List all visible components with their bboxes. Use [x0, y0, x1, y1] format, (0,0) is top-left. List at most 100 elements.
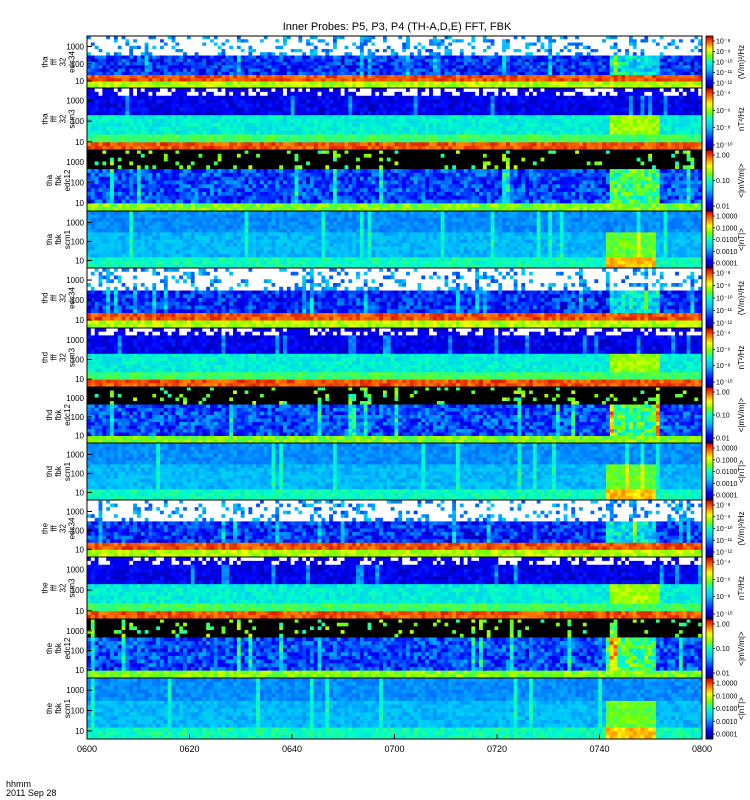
y-tick-label: 1000	[66, 96, 84, 105]
colorbar-unit-label: (V/m)²/Hz	[737, 45, 746, 79]
x-tick-label: 0700	[384, 744, 404, 754]
colorbar-tick-label: 10⁻¹¹	[716, 538, 733, 545]
colorbar-tick-label: 10⁻¹¹	[716, 70, 733, 77]
colorbar-thd-fbk-edc12: 1.000.100.01<|mV/m|>	[706, 387, 746, 443]
panel-ylabel-line: 32	[59, 57, 68, 66]
panel-ylabel-line: fbk	[54, 174, 63, 186]
colorbar-tick-label: 0.0010	[716, 249, 738, 256]
colorbar-tick-label: 0.10	[716, 178, 730, 185]
colorbar-tick-label: 0.0001	[716, 732, 738, 739]
colorbar-unit-label: nT²/Hz	[737, 576, 746, 600]
panel-ylabel-line: tha	[45, 233, 54, 245]
colorbar-tha-fbk-edc12: 1.000.100.01<|mV/m|>	[706, 150, 746, 211]
colorbar-unit-label: <|nT|>	[737, 697, 746, 720]
y-tick-label: 100	[71, 237, 85, 246]
panel-ylabel-line: edc12	[63, 404, 72, 426]
panel-ylabel-line: edc34	[68, 51, 77, 73]
y-tick-label: 10	[75, 545, 84, 554]
y-tick-label: 1000	[66, 686, 84, 695]
colorbar-unit-label: nT²/Hz	[737, 107, 746, 131]
panel-ylabel-line: the	[41, 522, 50, 534]
colorbar-tick-label: 0.1000	[716, 225, 738, 232]
colorbar-tick-label: 10⁻¹⁰	[716, 525, 733, 533]
panel-ylabel-line: scm3	[68, 578, 77, 598]
colorbar-tick-label: 0.01	[716, 671, 730, 678]
panel-ylabel-line: fff	[50, 115, 59, 122]
y-tick-label: 100	[71, 647, 85, 656]
colorbar-tick-label: 10⁻¹²	[716, 81, 733, 88]
panel-ylabel-line: 32	[59, 353, 68, 362]
panel-ylabel-line: scm3	[68, 347, 77, 367]
colorbar-unit-label: <|nT|>	[737, 460, 746, 483]
spectrogram-the-fbk-edc12	[87, 619, 702, 678]
colorbar-tick-label: 0.0001	[716, 261, 738, 268]
y-tick-label: 10	[75, 488, 84, 497]
colorbar-tick-label: 10⁻⁶	[716, 577, 730, 584]
colorbar-tick-label: 10⁻⁶	[716, 108, 730, 115]
colorbar-tick-label: 10⁻⁸	[716, 594, 730, 601]
colorbar-tick-label: 10⁻⁸	[716, 39, 730, 46]
colorbar-unit-label: (V/m)²/Hz	[737, 281, 746, 315]
panel-ylabel-line: scm3	[68, 109, 77, 129]
y-tick-label: 1000	[66, 276, 84, 285]
colorbar-tick-label: 0.0010	[716, 719, 738, 726]
colorbar-tick-label: 10⁻¹⁰	[716, 142, 733, 150]
spectrogram-tha-fbk-scm1	[87, 211, 702, 268]
colorbar-the-fbk-edc12: 1.000.100.01<|mV/m|>	[706, 619, 746, 678]
date-label: 2011 Sep 28	[6, 788, 56, 798]
panel-ylabel-line: fbk	[54, 642, 63, 654]
panel-ylabel-line: fbk	[54, 465, 63, 477]
colorbar-tick-label: 0.01	[716, 436, 730, 443]
y-tick-label: 100	[71, 707, 85, 716]
colorbar-tick-label: 0.0100	[716, 706, 738, 713]
spectrogram-thd-fbk-edc12	[87, 387, 702, 443]
colorbar-tick-label: 10⁻⁸	[716, 125, 730, 132]
panel-ylabel-line: fbk	[54, 409, 63, 421]
panel-ylabel-line: fff	[50, 584, 59, 591]
panel-ylabel-line: the	[45, 642, 54, 654]
x-tick-label: 0740	[589, 744, 609, 754]
colorbar-tick-label: 10⁻¹⁰	[716, 611, 733, 619]
panel-ylabel-line: tha	[45, 174, 54, 186]
colorbar-unit-label: <|mV/m|>	[737, 163, 746, 198]
x-tick-label: 0800	[692, 744, 712, 754]
panel-ylabel-line: fbk	[54, 233, 63, 245]
spectrogram-thd-fff-edc34	[87, 268, 702, 328]
colorbar-tick-label: 0.0100	[716, 469, 738, 476]
y-tick-label: 10	[75, 727, 84, 736]
panel-ylabel-line: scm1	[63, 698, 72, 718]
colorbar-tick-label: 10⁻⁸	[716, 271, 730, 278]
colorbar-tick-label: 0.1000	[716, 693, 738, 700]
colorbar-unit-label: <|mV/m|>	[737, 397, 746, 432]
panel-ylabel-line: edc12	[63, 169, 72, 191]
panel-ylabel-line: scm1	[63, 229, 72, 249]
y-tick-label: 100	[71, 413, 85, 422]
x-tick-label: 0620	[179, 744, 199, 754]
panel-ylabel-line: edc12	[63, 637, 72, 659]
colorbar-unit-label: (V/m)²/Hz	[737, 511, 746, 545]
spectrogram-tha-fff-edc34	[87, 36, 702, 88]
colorbar-tick-label: 10⁻⁴	[716, 91, 731, 98]
y-tick-label: 1000	[66, 218, 84, 227]
y-tick-label: 1000	[66, 158, 84, 167]
colorbar-tick-label: 10⁻⁸	[716, 363, 730, 370]
colorbar-tick-label: 10⁻⁹	[716, 49, 730, 56]
panel-ylabel-line: 32	[59, 524, 68, 533]
panel-ylabel-line: fbk	[54, 702, 63, 714]
panel-ylabel-line: 32	[59, 583, 68, 592]
panel-ylabel-line: the	[45, 702, 54, 714]
x-tick-label: 0720	[487, 744, 507, 754]
y-tick-label: 100	[71, 179, 85, 188]
colorbar-unit-label: nT²/Hz	[737, 346, 746, 370]
